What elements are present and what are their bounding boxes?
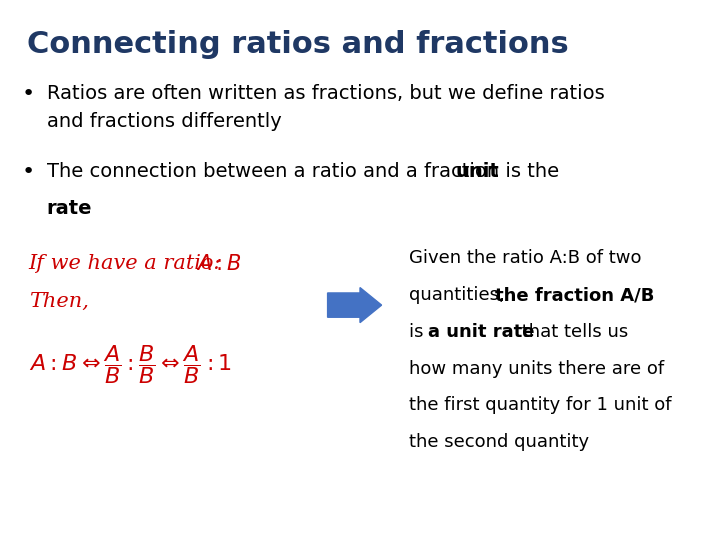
Text: •: • [22, 84, 35, 104]
Text: that tells us: that tells us [516, 323, 628, 341]
Text: rate: rate [47, 199, 92, 218]
Text: $A : B \Leftrightarrow \dfrac{A}{B} : \dfrac{B}{B} \Leftrightarrow \dfrac{A}{B} : $A : B \Leftrightarrow \dfrac{A}{B} : \d… [29, 343, 232, 386]
Text: Then,: Then, [29, 292, 89, 310]
Text: the fraction A/B: the fraction A/B [495, 286, 654, 304]
Text: how many units there are of: how many units there are of [409, 360, 664, 377]
Text: $A : B$: $A : B$ [196, 254, 241, 274]
Text: Connecting ratios and fractions: Connecting ratios and fractions [27, 30, 569, 59]
FancyArrow shape [328, 287, 382, 322]
Text: unit: unit [455, 162, 499, 181]
Text: Given the ratio A:B of two: Given the ratio A:B of two [409, 249, 642, 267]
Text: •: • [22, 162, 35, 182]
Text: is: is [409, 323, 429, 341]
Text: Ratios are often written as fractions, but we define ratios
and fractions differ: Ratios are often written as fractions, b… [47, 84, 605, 131]
Text: the first quantity for 1 unit of: the first quantity for 1 unit of [409, 396, 672, 414]
Text: quantities,: quantities, [409, 286, 510, 304]
Text: If we have a ratio:: If we have a ratio: [29, 254, 235, 273]
Text: the second quantity: the second quantity [409, 433, 589, 451]
Text: The connection between a ratio and a fraction is the: The connection between a ratio and a fra… [47, 162, 565, 181]
Text: a unit rate: a unit rate [428, 323, 534, 341]
